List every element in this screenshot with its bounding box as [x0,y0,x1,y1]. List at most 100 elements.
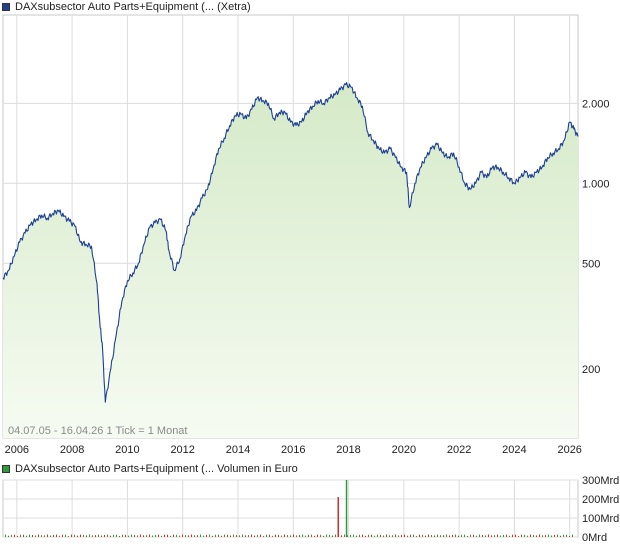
volume-y-tick-label: 200Mrd [582,494,619,506]
volume-bar [332,535,333,537]
volume-bar [62,534,63,537]
volume-bar [110,535,111,537]
price-line [2,82,579,403]
y-tick-label: 1.000 [582,178,610,190]
volume-bar [362,534,363,537]
volume-bar [554,534,555,537]
volume-bar [224,534,225,537]
volume-bar [221,535,222,537]
volume-bar [560,535,561,537]
volume-bar [92,535,93,537]
volume-bar [104,534,105,537]
volume-bar [545,535,546,537]
volume-bar [227,534,228,537]
volume-bar [530,534,531,537]
range-info: 04.07.05 - 16.04.26 1 Tick = 1 Monat [8,425,187,437]
volume-legend-swatch [2,465,10,473]
volume-bar [428,534,429,537]
volume-bar [359,534,360,537]
volume-bar [11,534,12,537]
volume-bar [38,534,39,537]
y-tick-label: 2.000 [582,98,610,110]
volume-bar [305,535,306,537]
volume-bar [527,535,528,537]
volume-bar [65,534,66,537]
main-legend: DAXsubsector Auto Parts+Equipment (... (… [2,0,251,14]
volume-bar [326,534,327,537]
volume-bar [101,535,102,537]
volume-bar [386,534,387,537]
volume-bar [266,534,267,537]
volume-bar [518,535,519,537]
volume-bar [179,535,180,537]
volume-bar [140,534,141,537]
volume-bar [488,534,489,537]
volume-bar [233,534,234,537]
volume-bar [146,535,147,537]
volume-bar [500,535,501,537]
volume-bar [446,534,447,537]
volume-bar [389,535,390,537]
x-tick-label: 2016 [281,444,305,456]
volume-bar [203,535,204,537]
volume-bar [122,534,123,537]
volume-bar [344,534,345,537]
volume-bar [131,534,132,537]
volume-bar [524,534,525,537]
x-tick-label: 2014 [226,444,250,456]
volume-bar [311,534,312,537]
volume-bar [86,535,87,537]
volume-bar [572,534,573,537]
volume-bar [8,535,9,537]
volume-y-tick-label: 0Mrd [582,532,607,544]
volume-bar [23,534,24,537]
volume-legend-label: DAXsubsector Auto Parts+Equipment (... V… [15,463,298,475]
volume-legend: DAXsubsector Auto Parts+Equipment (... V… [2,462,298,476]
volume-bar [404,534,405,537]
volume-y-tick-label: 100Mrd [582,513,619,525]
volume-bar [128,535,129,537]
volume-bar [47,534,48,537]
volume-bar [158,534,159,537]
volume-spike [345,480,348,537]
x-tick-label: 2020 [392,444,416,456]
volume-bar [176,534,177,537]
volume-bar [107,534,108,537]
volume-bar [83,535,84,537]
volume-bar [467,535,468,537]
x-tick-label: 2010 [115,444,139,456]
volume-bar [551,535,552,537]
volume-bar [515,534,516,537]
volume-chart: 0Mrd 100Mrd 200Mrd 300Mrd [2,476,619,544]
volume-bar [548,534,549,537]
volume-bar [125,534,126,537]
volume-bar [398,535,399,537]
volume-bar [284,534,285,537]
volume-bar [452,534,453,537]
volume-bar [506,534,507,537]
volume-bar [569,535,570,537]
volume-bar [182,534,183,537]
volume-bar [401,535,402,537]
volume-bar [155,534,156,537]
volume-bar [455,534,456,537]
volume-bar [212,535,213,537]
volume-bar [14,534,15,537]
volume-bar [407,535,408,537]
volume-bar [302,534,303,537]
volume-bar [395,534,396,537]
volume-bar [458,535,459,537]
volume-bar [410,534,411,537]
volume-bar [239,535,240,537]
volume-bar [143,535,144,537]
x-tick-label: 2018 [336,444,360,456]
x-tick-label: 2008 [60,444,84,456]
volume-spike [337,497,339,537]
volume-bar [563,534,564,537]
volume-bar [275,534,276,537]
volume-bar [173,534,174,537]
volume-bar [206,534,207,537]
volume-bar [371,534,372,537]
x-tick-label: 2006 [5,444,29,456]
volume-bar [149,534,150,537]
